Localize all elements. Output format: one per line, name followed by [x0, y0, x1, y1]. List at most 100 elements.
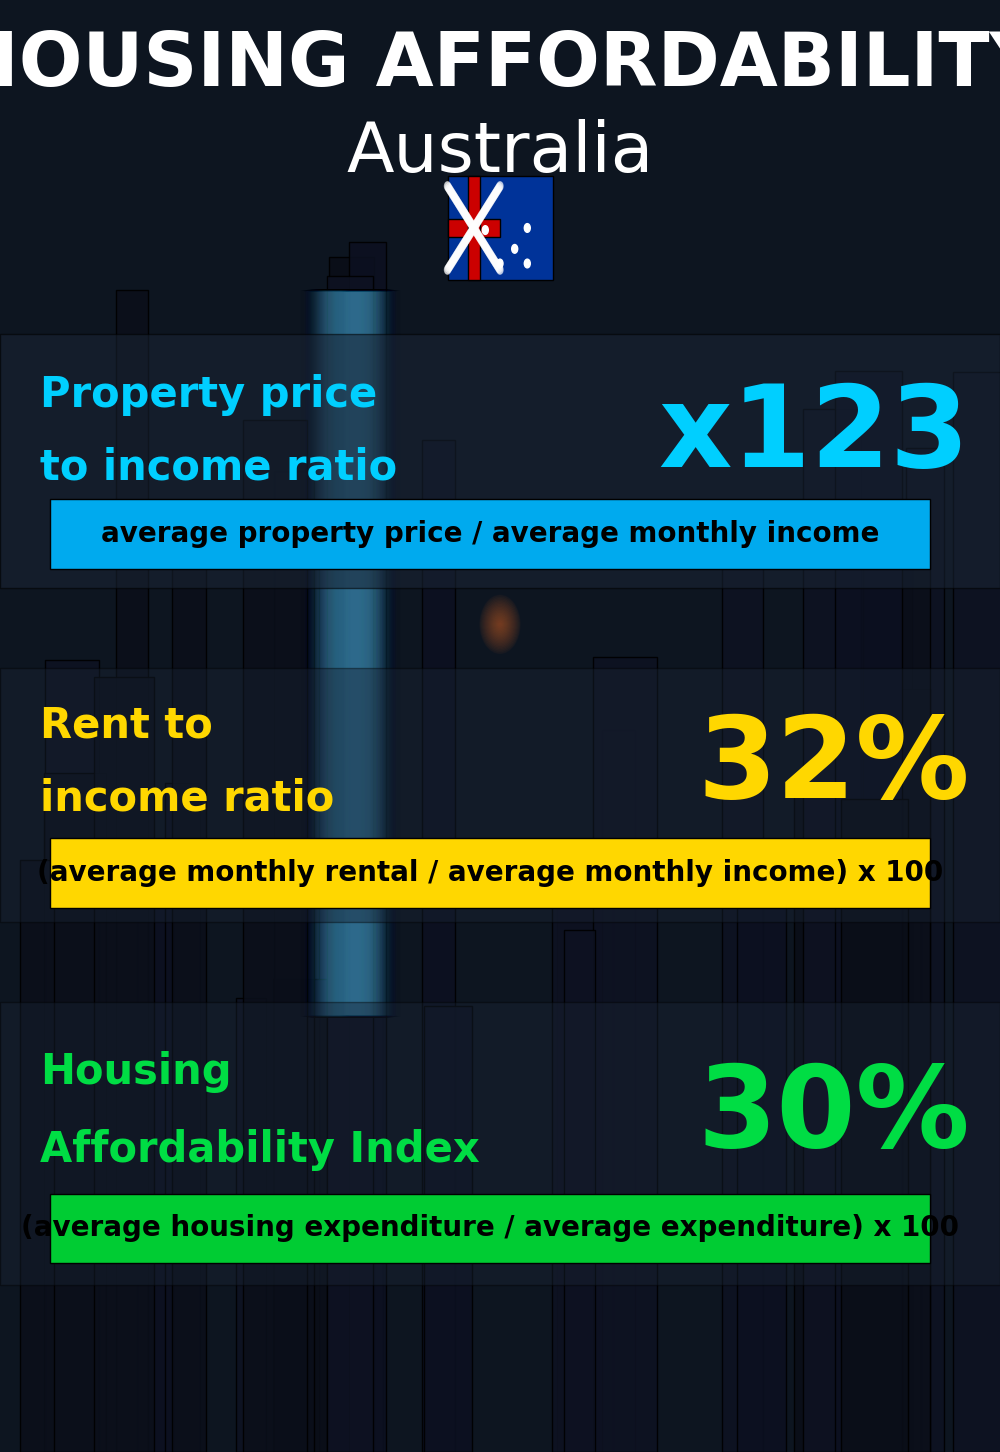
Circle shape — [451, 192, 457, 200]
Circle shape — [482, 241, 488, 250]
Circle shape — [492, 189, 498, 197]
Circle shape — [495, 184, 501, 193]
Circle shape — [457, 202, 463, 211]
FancyBboxPatch shape — [0, 668, 1000, 922]
Circle shape — [464, 235, 470, 244]
Circle shape — [481, 240, 487, 248]
Circle shape — [475, 231, 481, 240]
Circle shape — [462, 209, 468, 218]
Circle shape — [446, 184, 452, 193]
Text: 32%: 32% — [698, 711, 970, 822]
Circle shape — [456, 247, 462, 256]
FancyBboxPatch shape — [44, 772, 106, 1452]
Circle shape — [483, 205, 489, 213]
FancyBboxPatch shape — [319, 536, 383, 1452]
FancyBboxPatch shape — [890, 688, 930, 1452]
FancyBboxPatch shape — [94, 677, 154, 1452]
Circle shape — [483, 203, 489, 212]
Circle shape — [485, 200, 491, 209]
Circle shape — [492, 190, 498, 199]
Circle shape — [454, 197, 460, 206]
Circle shape — [481, 208, 487, 216]
Circle shape — [461, 208, 467, 216]
Circle shape — [469, 227, 475, 235]
Circle shape — [445, 183, 451, 192]
Circle shape — [496, 264, 502, 273]
Circle shape — [447, 261, 453, 270]
Circle shape — [491, 256, 497, 264]
Circle shape — [445, 264, 451, 273]
Circle shape — [447, 186, 453, 195]
Circle shape — [472, 222, 478, 231]
FancyBboxPatch shape — [20, 860, 54, 1452]
Text: income ratio: income ratio — [40, 778, 334, 819]
Circle shape — [450, 257, 456, 266]
Circle shape — [482, 225, 488, 234]
FancyBboxPatch shape — [593, 658, 657, 1452]
FancyBboxPatch shape — [722, 568, 763, 1452]
FancyBboxPatch shape — [236, 998, 266, 1452]
Circle shape — [524, 224, 530, 232]
Circle shape — [493, 260, 499, 269]
FancyBboxPatch shape — [165, 783, 200, 1452]
Circle shape — [454, 250, 460, 258]
Circle shape — [476, 215, 482, 224]
Circle shape — [470, 222, 476, 231]
FancyBboxPatch shape — [803, 409, 861, 1452]
Circle shape — [451, 256, 457, 264]
Circle shape — [458, 203, 464, 212]
Text: to income ratio: to income ratio — [40, 447, 397, 488]
Circle shape — [476, 232, 482, 241]
Circle shape — [484, 202, 490, 211]
Text: x123: x123 — [659, 380, 970, 491]
Circle shape — [473, 221, 479, 229]
Circle shape — [459, 242, 465, 251]
Circle shape — [485, 247, 491, 256]
Circle shape — [494, 186, 500, 195]
Circle shape — [467, 218, 473, 227]
Circle shape — [497, 266, 503, 274]
FancyBboxPatch shape — [273, 979, 327, 1452]
Circle shape — [488, 251, 494, 260]
FancyBboxPatch shape — [448, 219, 500, 237]
Circle shape — [478, 212, 484, 221]
FancyBboxPatch shape — [0, 1002, 1000, 1285]
Circle shape — [454, 251, 460, 260]
Text: Australia: Australia — [346, 119, 654, 186]
Circle shape — [474, 218, 480, 227]
Circle shape — [480, 209, 486, 218]
Circle shape — [477, 213, 483, 222]
Circle shape — [487, 250, 493, 258]
Circle shape — [492, 258, 498, 267]
Circle shape — [450, 190, 456, 199]
Circle shape — [479, 237, 485, 245]
Circle shape — [453, 195, 459, 203]
Text: (average housing expenditure / average expenditure) x 100: (average housing expenditure / average e… — [21, 1214, 959, 1243]
Circle shape — [483, 242, 489, 251]
Circle shape — [495, 263, 501, 272]
Circle shape — [471, 224, 477, 232]
Circle shape — [487, 197, 493, 206]
Circle shape — [490, 193, 496, 202]
FancyBboxPatch shape — [557, 884, 599, 1452]
Circle shape — [469, 221, 475, 229]
Circle shape — [479, 211, 485, 219]
Circle shape — [468, 219, 474, 228]
FancyBboxPatch shape — [50, 1194, 930, 1263]
FancyBboxPatch shape — [863, 539, 930, 1452]
Text: (average monthly rental / average monthly income) x 100: (average monthly rental / average monthl… — [37, 858, 943, 887]
Circle shape — [494, 261, 500, 270]
Circle shape — [486, 248, 492, 257]
Circle shape — [490, 254, 496, 263]
FancyBboxPatch shape — [329, 257, 374, 1452]
FancyBboxPatch shape — [50, 499, 930, 569]
Circle shape — [464, 212, 470, 221]
Text: Housing: Housing — [40, 1051, 232, 1092]
Circle shape — [471, 224, 477, 232]
FancyBboxPatch shape — [172, 523, 206, 1452]
FancyBboxPatch shape — [349, 242, 386, 1452]
Circle shape — [484, 245, 490, 254]
FancyBboxPatch shape — [137, 870, 174, 1452]
Circle shape — [466, 216, 472, 225]
Circle shape — [461, 240, 467, 248]
